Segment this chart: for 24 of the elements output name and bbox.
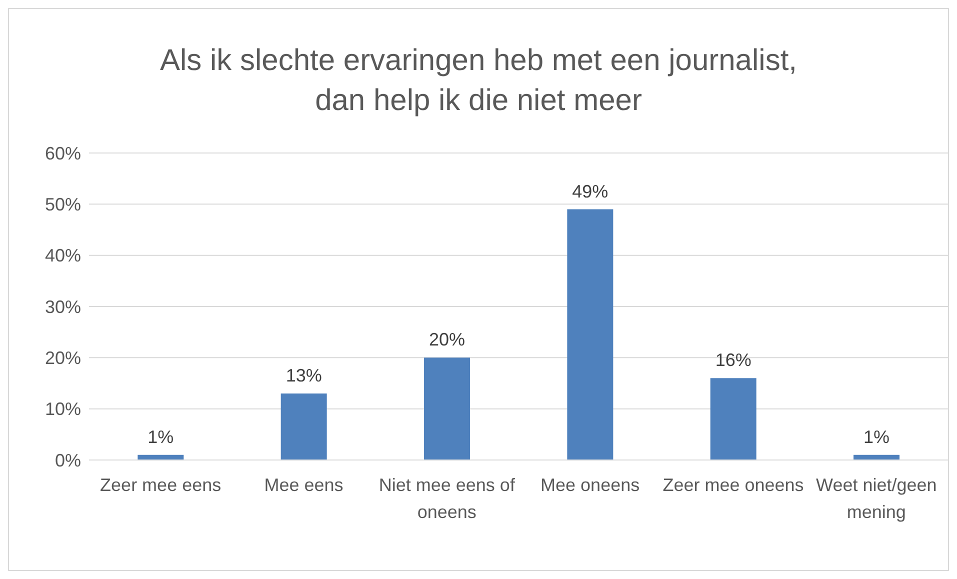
y-tick-label: 40%: [44, 246, 81, 266]
x-tick-label: Mee eens: [264, 474, 344, 495]
x-tick-label: Zeer mee oneens: [662, 474, 804, 495]
y-tick-label: 10%: [44, 399, 81, 420]
bar: [424, 358, 470, 460]
data-label: 1%: [864, 426, 890, 447]
x-tick-label: Niet mee eens of oneens: [378, 474, 516, 522]
x-tick-label: Zeer mee eens: [100, 474, 222, 495]
y-tick-label: 20%: [44, 348, 81, 368]
y-tick-label: 30%: [44, 296, 81, 317]
bar: [280, 393, 327, 460]
bar: [710, 378, 756, 460]
x-tick-label: Weet niet/geen mening: [816, 474, 937, 522]
y-tick-label: 60%: [44, 143, 81, 164]
y-tick-label: 50%: [44, 194, 81, 215]
x-tick-label: Mee oneens: [540, 474, 640, 495]
data-label: 49%: [572, 181, 608, 202]
chart-title: Als ik slechte ervaringen heb met een journalist, dan help ik die niet meer: [158, 43, 798, 119]
y-tick-label: 0%: [54, 450, 81, 470]
data-label: 1%: [148, 426, 174, 447]
bar: [567, 209, 614, 460]
data-label: 20%: [428, 330, 466, 350]
data-label: 16%: [715, 350, 752, 370]
data-label: 13%: [286, 365, 322, 386]
